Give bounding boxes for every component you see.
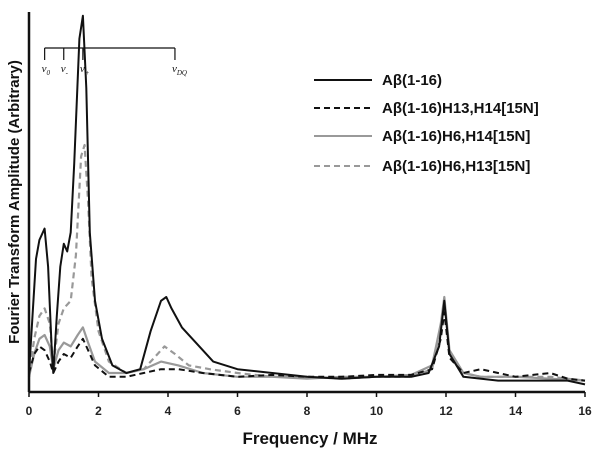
- legend-label-2: Aβ(1-16)H6,H14[15N]: [382, 128, 530, 145]
- legend-label-1: Aβ(1-16)H13,H14[15N]: [382, 100, 539, 117]
- series-line-3: [27, 143, 586, 382]
- plot-lines: [27, 14, 586, 386]
- x-tick-label-6: 12: [439, 404, 453, 418]
- legend: Aβ(1-16) Aβ(1-16)H13,H14[15N] Aβ(1-16)H6,H…: [314, 72, 539, 175]
- series-line-2: [27, 295, 586, 382]
- x-tick-label-0: 0: [26, 404, 33, 418]
- x-axis-title: Frequency / MHz: [242, 429, 377, 448]
- x-tick-label-7: 14: [509, 404, 523, 418]
- y-axis-title: Fourier Transform Amplitude (Arbitrary): [6, 60, 23, 344]
- annotation-label-0: ν0: [42, 63, 51, 77]
- x-tick-label-4: 8: [304, 404, 311, 418]
- series-line-0: [28, 14, 586, 386]
- annotation-label-2: ν+: [80, 63, 90, 77]
- transition-bracket: ν0 ν-ν+ νDQ: [42, 47, 187, 77]
- legend-label-3: Aβ(1-16)H6,H13[15N]: [382, 158, 530, 175]
- x-tick-label-1: 2: [95, 404, 102, 418]
- x-ticks: 0 2 4 6 8 10 12 14 16: [26, 392, 592, 418]
- x-tick-label-2: 4: [165, 404, 172, 418]
- x-tick-label-3: 6: [234, 404, 241, 418]
- series-line-1: [28, 311, 586, 382]
- annotation-label-3: νDQ: [172, 63, 187, 77]
- x-tick-label-5: 10: [370, 404, 384, 418]
- x-tick-label-8: 16: [578, 404, 592, 418]
- annotation-label-1: ν-: [61, 63, 69, 77]
- legend-label-0: Aβ(1-16): [382, 72, 442, 89]
